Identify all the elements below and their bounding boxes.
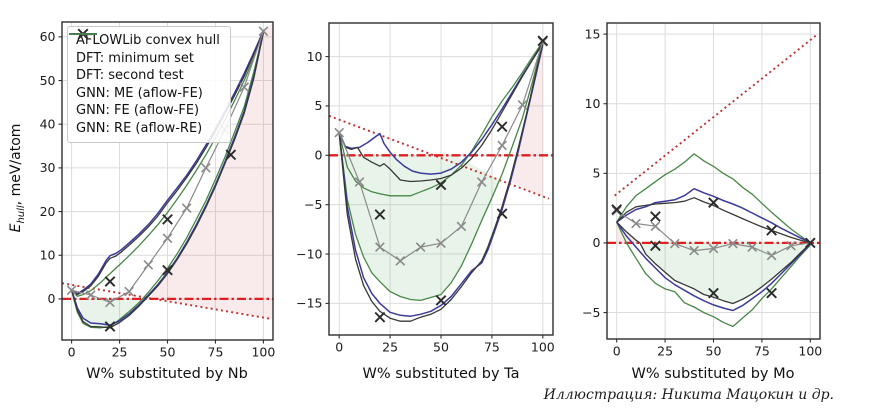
y-tick-label: 10 (307, 49, 323, 64)
y-tick-label: 0 (315, 148, 323, 163)
gnn-me-lower-line (70, 32, 265, 329)
y-tick-label: −10 (296, 246, 322, 261)
tick-labels: 0 25 50 75 100 −15 −10 −5 0 5 10 (296, 49, 555, 355)
x-tick-label: 50 (433, 340, 449, 355)
gnn-re-lower-line (616, 221, 811, 328)
tick-labels: 0 25 50 75 100 −5 0 5 10 15 (582, 26, 822, 358)
y-tick-label: −5 (582, 305, 600, 320)
dft-minimum-set-markers (334, 36, 548, 266)
gnn-me-lower-line (616, 221, 811, 305)
y-tick-label: 40 (40, 117, 56, 132)
gnn-fe-lower-line (338, 44, 544, 317)
y-axis-label-subscript: hull (15, 205, 27, 224)
legend-item-label: DFT: minimum set (76, 50, 194, 66)
credit-caption: Иллюстрация: Никита Мацокин и др. (543, 387, 834, 403)
stable-region-fill (78, 296, 150, 328)
tick-labels: 0 25 50 75 100 0 10 20 30 40 50 60 (40, 29, 276, 359)
above-hull-fill (616, 222, 640, 243)
x-axis-label-mo: W% substituted by Mo (631, 366, 795, 382)
y-axis-label-units: , meV/atom (8, 123, 24, 206)
legend-item-gnn-re: GNN: RE (aflow-RE) (69, 33, 220, 138)
x-tick-label: 25 (112, 345, 128, 360)
x-tick-label: 75 (754, 344, 770, 359)
x-tick-label: 75 (484, 340, 500, 355)
legend-item-label: GNN: FE (aflow-FE) (76, 103, 200, 119)
legend-item-dft-minimum-set: DFT: minimum set (69, 29, 220, 68)
plot-mo: 0 25 50 75 100 −5 0 5 10 15 (582, 22, 822, 359)
gnn-re-upper-line (338, 41, 544, 197)
x-tick-label: 0 (613, 344, 621, 359)
x-tick-label: 25 (382, 340, 398, 355)
gnn-re-upper-line (616, 153, 811, 244)
gnn-me-upper-line (616, 197, 811, 244)
legend-item-dft-second-test: DFT: second test (76, 28, 220, 85)
x-tick-label: 50 (706, 344, 722, 359)
x-tick-label: 0 (68, 345, 76, 360)
legend-item-label: DFT: second test (76, 68, 184, 84)
legend: AFLOWLib convex hull DFT: minimum set DFT:… (67, 26, 231, 143)
y-tick-label: 5 (593, 166, 601, 181)
y-tick-label: 10 (40, 248, 56, 263)
y-axis-label: Ehull, meV/atom (8, 98, 27, 258)
x-tick-label: 75 (208, 345, 224, 360)
aflowlib-convex-hull-line (614, 34, 817, 197)
gnn-fe-lower-line (70, 31, 265, 326)
x-tick-label: 100 (251, 345, 275, 360)
y-tick-label: −5 (304, 197, 322, 212)
legend-item-label: AFLOWLib convex hull (76, 33, 220, 49)
x-tick-label: 25 (657, 344, 673, 359)
legend-item-gnn-me: GNN: ME (aflow-FE) (69, 33, 220, 103)
y-tick-label: 10 (585, 96, 601, 111)
legend-item-label: GNN: RE (aflow-RE) (76, 120, 203, 136)
y-tick-label: −15 (296, 296, 322, 311)
plot-ta: 0 25 50 75 100 −15 −10 −5 0 5 10 (296, 22, 555, 355)
legend-item-label: GNN: ME (aflow-FE) (76, 85, 203, 101)
dft-second-test-markers (104, 149, 237, 332)
gnn-me-upper-line (338, 42, 544, 183)
y-tick-label: 0 (48, 291, 56, 306)
y-tick-label: 5 (315, 98, 323, 113)
dft-second-test-markers (374, 35, 549, 323)
gnn-re-swatch-icon (69, 33, 97, 35)
stable-region-fill (639, 242, 811, 304)
y-tick-label: 50 (40, 73, 56, 88)
dft-minimum-set-markers (611, 206, 816, 261)
gnn-fe-lower-line (616, 221, 811, 312)
x-axis-label-ta: W% substituted by Ta (362, 366, 520, 382)
legend-item-aflowlib-convex-hull: AFLOWLib convex hull (69, 32, 220, 50)
y-tick-label: 30 (40, 160, 56, 175)
y-tick-label: 20 (40, 204, 56, 219)
gnn-re-lower-line (338, 41, 544, 302)
gnn-fe-upper-line (338, 43, 544, 175)
y-tick-label: 60 (40, 29, 56, 44)
above-hull-fill (150, 22, 273, 319)
y-tick-label: 0 (593, 235, 601, 250)
x-tick-label: 50 (160, 345, 176, 360)
x-tick-label: 0 (335, 340, 343, 355)
aflowlib-convex-hull-line (61, 282, 270, 320)
stable-region-fill (343, 155, 501, 301)
dft-second-test-markers (611, 197, 816, 299)
y-tick-label: 15 (585, 26, 601, 41)
x-tick-label: 100 (798, 344, 822, 359)
x-tick-label: 100 (531, 340, 555, 355)
y-axis-label-symbol: E (8, 223, 24, 233)
legend-item-gnn-fe: GNN: FE (aflow-FE) (69, 33, 220, 120)
x-axis-label-nb: W% substituted by Nb (86, 366, 248, 382)
